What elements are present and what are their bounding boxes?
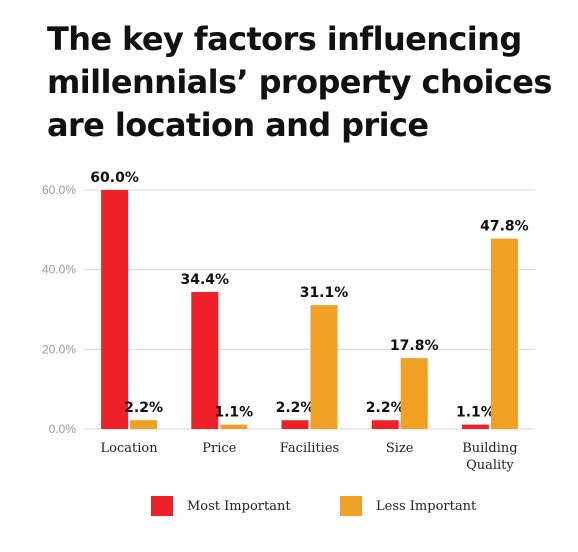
data-label: 2.2%	[124, 400, 163, 416]
bar	[461, 424, 489, 429]
legend-swatch-most-important	[151, 496, 173, 516]
data-label: 1.1%	[456, 405, 495, 421]
legend-item-less-important: Less Important	[340, 496, 476, 516]
chart-title-line-1: The key factors influencing	[47, 20, 522, 58]
data-label: 60.0%	[90, 170, 139, 186]
y-tick-label: 0.0%	[49, 422, 77, 436]
x-tick-label: Location	[101, 441, 159, 456]
data-label: 17.8%	[390, 338, 439, 354]
y-tick-label: 60.0%	[42, 183, 76, 197]
bar	[310, 305, 338, 429]
bar	[400, 358, 428, 429]
legend-label-most-important: Most Important	[187, 498, 291, 514]
x-tick-label: Facilities	[280, 441, 339, 456]
bar	[371, 420, 399, 429]
legend-swatch-less-important	[340, 496, 362, 516]
bar	[130, 420, 158, 429]
x-tick-label: Building	[462, 441, 517, 456]
chart-title: The key factors influencing millennials’…	[47, 18, 567, 147]
data-label: 2.2%	[276, 400, 315, 416]
data-label: 34.4%	[181, 272, 230, 288]
bar	[490, 238, 518, 429]
y-tick-label: 20.0%	[42, 342, 76, 356]
legend-item-most-important: Most Important	[151, 496, 291, 516]
data-label: 1.1%	[214, 405, 253, 421]
x-tick-label: Price	[202, 441, 236, 456]
chart-legend: Most Important Less Important	[0, 496, 578, 520]
y-tick-label: 40.0%	[42, 263, 76, 277]
legend-label-less-important: Less Important	[376, 498, 477, 514]
bar	[281, 420, 309, 429]
bar	[220, 424, 248, 429]
data-label: 47.8%	[480, 219, 529, 235]
bar	[191, 291, 219, 429]
bar	[101, 190, 129, 429]
x-tick-label: Size	[386, 441, 414, 456]
x-tick-label: Quality	[466, 458, 514, 473]
chart-title-line-2: millennials’ property choices	[47, 63, 552, 101]
chart-title-line-3: are location and price	[47, 106, 429, 144]
data-label: 2.2%	[366, 400, 405, 416]
data-label: 31.1%	[300, 285, 349, 301]
